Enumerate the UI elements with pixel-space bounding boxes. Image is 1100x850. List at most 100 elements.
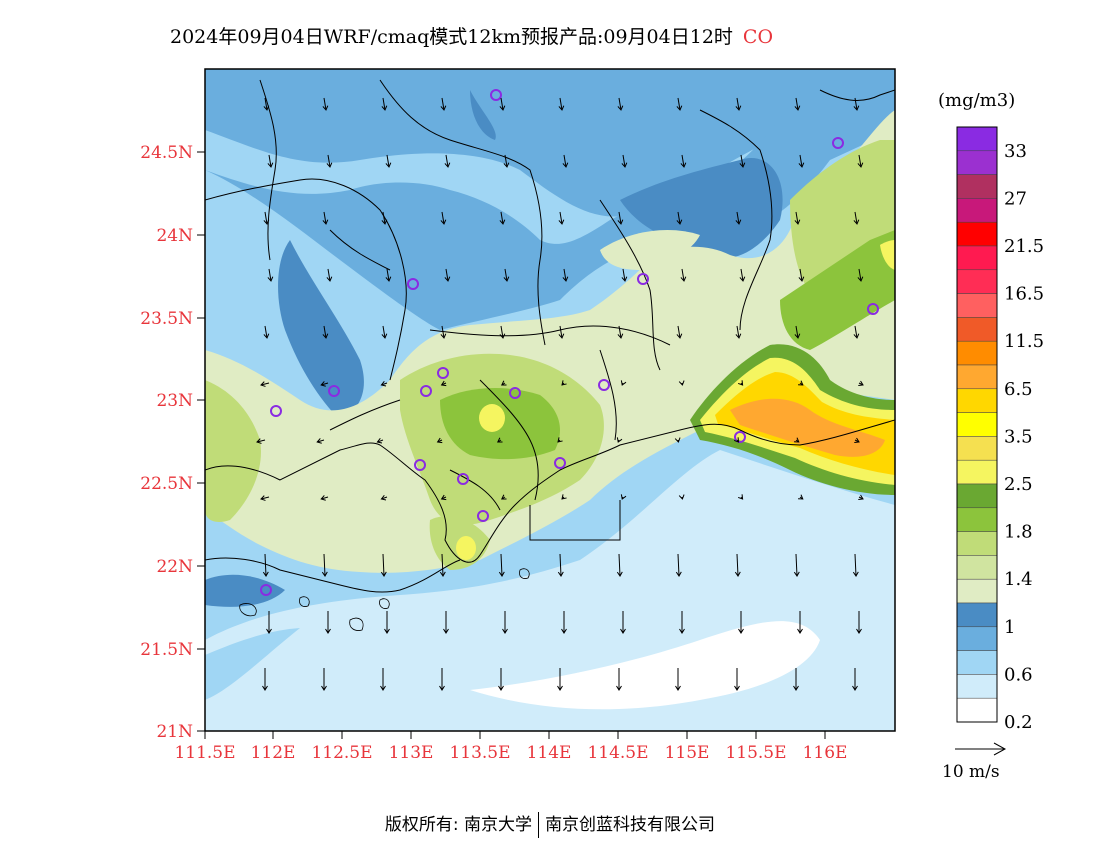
wind-arrow [323,97,327,111]
wind-arrow [677,211,681,225]
legend-swatch [956,483,998,509]
legend-swatch [956,174,998,199]
station-marker [554,457,566,469]
legend-swatch [956,150,998,175]
wind-arrow [323,211,327,225]
wind-arrow [445,268,449,282]
lat-tick-label: 23N [156,391,193,411]
legend-swatch [956,269,998,294]
longitude-axis: 111.5E 112E 112.5E 113E 113.5E 114E 114.5E 115E… [174,731,847,763]
lon-tick-label: 115E [665,743,710,763]
lon-tick-label: 112.5E [311,743,372,763]
legend-swatch [956,317,998,342]
legend-label: 11.5 [1004,331,1044,352]
wind-arrow [323,325,327,339]
species-label: CO [742,26,774,48]
legend-label: 2.5 [1004,474,1033,495]
lat-tick-label: 24.5N [140,143,193,163]
station-marker [832,137,844,149]
station-marker [490,89,502,101]
wind-arrow [618,211,622,225]
wind-arrow [559,97,563,111]
wind-arrow [268,268,272,282]
wind-arrow [386,154,390,168]
wind-arrow [677,325,681,339]
wind-arrow [677,553,680,577]
wind-arrow [327,268,331,282]
lon-tick-label: 114.5E [587,743,648,763]
wind-arrow [500,553,503,577]
wind-arrow [795,211,799,225]
wind-arrow [618,97,622,111]
boundaries [205,79,895,593]
wind-arrow [264,211,268,225]
wind-arrow [740,154,744,168]
wind-arrow [740,268,744,282]
legend-swatch [956,674,998,699]
concentration-field [205,69,895,731]
station-marker [437,367,449,379]
wind-arrow [441,553,444,577]
lat-tick-label: 22N [156,557,193,577]
wind-arrow [382,211,386,225]
lon-tick-label: 112E [251,743,296,763]
wind-arrow [854,97,858,111]
wind-arrow [504,268,508,282]
wind-arrow [563,154,567,168]
legend-swatch [956,507,998,532]
lat-tick-label: 21N [156,722,193,742]
legend-swatch [956,340,998,366]
legend-swatch [956,198,998,223]
copyright-right: 南京创蓝科技有限公司 [545,815,716,835]
wind-arrow [381,496,388,500]
map-title: 2024年09月04日WRF/cmaq模式12km预报产品:09月04日12时 C… [0,22,1100,49]
wind-arrow [441,97,445,111]
legend-swatch [956,293,998,318]
wind-arrow [795,553,798,577]
wind-arrow [386,268,390,282]
wind-arrow [264,553,267,577]
lon-tick-label: 115.5E [725,743,786,763]
legend-swatch [956,245,998,271]
latitude-axis: 24.5N 24N 23.5N 23N 22.5N 22N 21.5N 21N [140,143,205,742]
legend-swatch [956,555,998,580]
wind-arrow [260,496,270,500]
lon-tick-label: 114E [527,743,572,763]
wind-arrow [445,154,449,168]
legend-swatch [956,126,998,152]
wind-arrow [858,154,862,168]
lon-tick-label: 113.5E [449,743,510,763]
title-text: 2024年09月04日WRF/cmaq模式12km预报产品:09月04日12时 [170,26,733,48]
wind-arrow [500,97,504,111]
wind-arrow [854,211,858,225]
wind-arrow [321,382,329,386]
wind-arrow [323,553,326,577]
station-marker [414,459,426,471]
color-legend: 33 27 21.5 16.5 11.5 6.5 3.5 2.5 1.8 1.4 1 0.6 0.2 [956,126,1044,733]
lat-tick-label: 22.5N [140,474,193,494]
wind-arrow [799,154,803,168]
wind-arrow [377,439,384,443]
legend-label: 0.6 [1004,664,1033,685]
lat-tick-label: 21.5N [140,640,193,660]
station-marker [637,273,649,285]
legend-label: 21.5 [1004,236,1044,257]
wind-arrow [559,553,562,577]
legend-swatch [956,578,998,604]
legend-label: 0.2 [1004,712,1033,733]
wind-arrow [264,97,268,111]
wind-arrow [256,439,266,443]
wind-arrow [736,325,740,339]
legend-label: 1.8 [1004,522,1033,543]
footer-divider [538,812,540,838]
legend-label: 1 [1004,617,1015,638]
station-markers [260,89,879,596]
station-marker [509,387,521,399]
wind-arrow [622,268,626,282]
wind-arrow [618,553,621,577]
wind-arrow [382,97,386,111]
copyright-left: 版权所有: 南京大学 [384,815,533,835]
lat-tick-label: 23.5N [140,309,193,329]
legend-swatch [956,626,998,651]
